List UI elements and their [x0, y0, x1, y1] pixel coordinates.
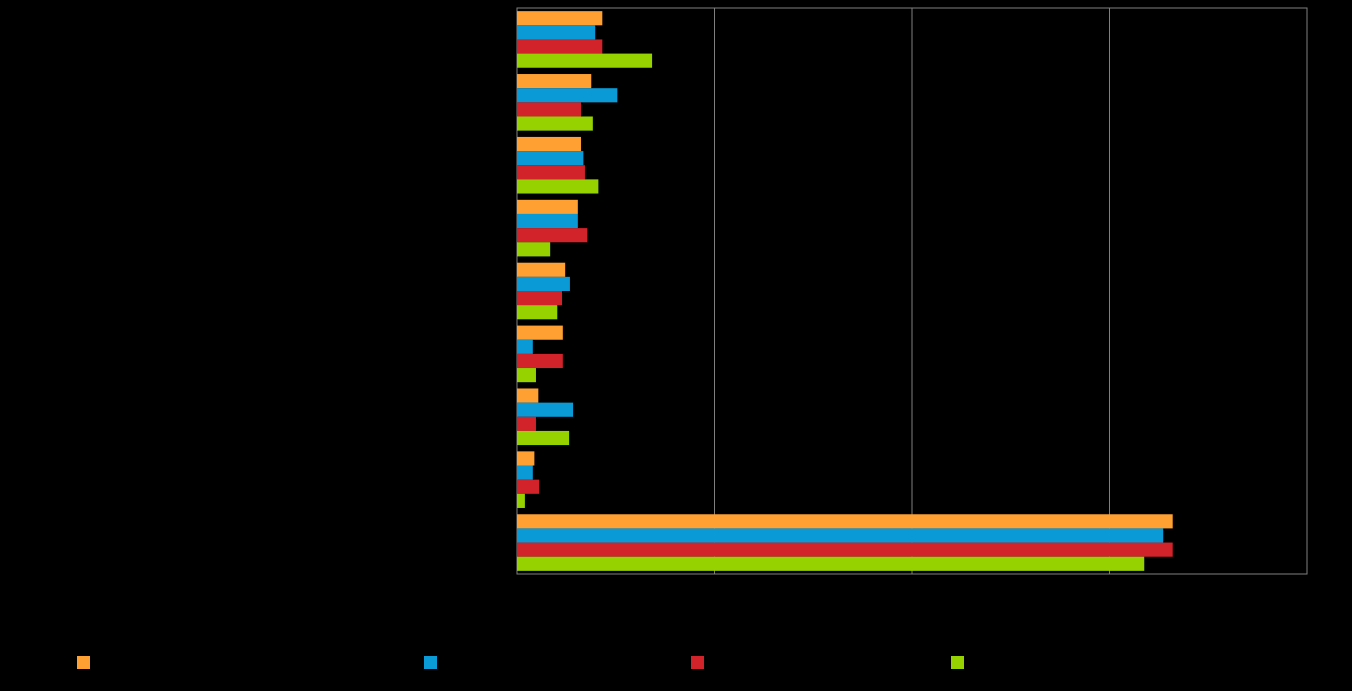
bar: [517, 479, 540, 494]
bar: [517, 542, 1173, 557]
x-tick-label: 100: [1295, 581, 1319, 597]
bar: [517, 165, 585, 180]
bar: [517, 11, 603, 26]
bar: [517, 451, 535, 466]
legend-marker: [424, 656, 437, 669]
bar: [517, 556, 1145, 571]
bar: [517, 74, 592, 89]
bar: [517, 151, 584, 166]
bar: [517, 199, 578, 214]
bar: [517, 416, 536, 431]
x-tick-label: 75: [1102, 581, 1118, 597]
x-tick-label: 0: [513, 581, 521, 597]
bar: [517, 430, 570, 446]
bar: [517, 39, 603, 54]
bar: [517, 116, 593, 131]
bar: [517, 305, 558, 320]
bar: [517, 528, 1164, 543]
bar: [517, 136, 581, 152]
x-tick-label: 25: [707, 581, 723, 597]
bar: [517, 368, 536, 383]
bar: [517, 402, 574, 417]
bar: [517, 53, 653, 68]
bar: [517, 102, 581, 117]
bar: [517, 228, 588, 243]
bar: [517, 353, 563, 369]
bar: [517, 262, 566, 277]
bar: [517, 325, 563, 340]
bar: [517, 276, 570, 291]
bar: [517, 493, 525, 508]
bar: [517, 213, 578, 229]
bar: [517, 339, 533, 354]
bar: [517, 388, 539, 403]
bar: [517, 465, 533, 480]
legend-marker: [691, 656, 704, 669]
legend-marker: [951, 656, 964, 669]
x-tick-label: 50: [904, 581, 920, 597]
bar: [517, 179, 599, 194]
bar: [517, 242, 551, 257]
bar: [517, 514, 1173, 529]
bar: [517, 88, 618, 103]
bar: [517, 291, 563, 306]
bar: [517, 25, 596, 40]
legend-marker: [77, 656, 90, 669]
